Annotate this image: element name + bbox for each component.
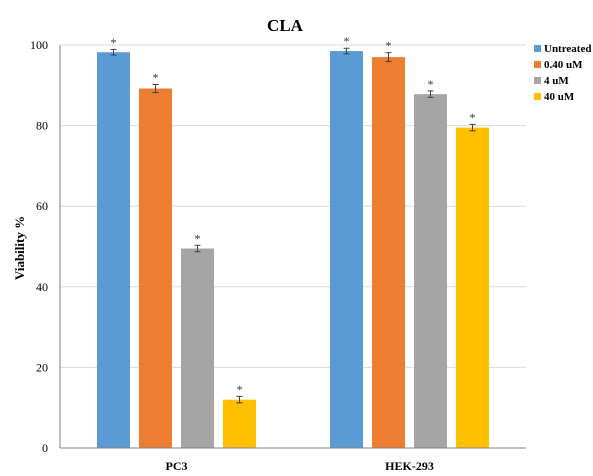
y-axis-title: Viability %	[12, 216, 27, 280]
legend-label: 0.40 uM	[544, 59, 583, 71]
error-bars	[110, 47, 476, 404]
legend-label: 4 uM	[544, 75, 569, 87]
bar	[181, 248, 214, 448]
significance-star: *	[153, 70, 159, 84]
legend: Untreated 0.40 uM 4 uM 40 uM	[534, 43, 591, 103]
y-tick-label: 60	[36, 199, 48, 213]
bar	[414, 94, 447, 448]
significance-star: *	[195, 231, 201, 245]
gridlines	[60, 44, 526, 368]
bar	[372, 57, 405, 449]
chart-title: CLA	[267, 16, 304, 35]
y-tick-label: 0	[42, 441, 48, 455]
legend-swatch	[534, 45, 541, 52]
significance-star: *	[344, 34, 350, 48]
bar	[97, 52, 130, 449]
bar	[139, 88, 172, 449]
y-tick-label: 40	[36, 280, 48, 294]
bar	[456, 127, 489, 449]
significance-star: *	[386, 39, 392, 53]
legend-swatch	[534, 93, 541, 100]
legend-swatch	[534, 61, 541, 68]
x-category-label: PC3	[166, 459, 188, 473]
legend-label: 40 uM	[544, 91, 575, 103]
y-tick-label: 80	[36, 119, 48, 133]
significance-star: *	[111, 35, 117, 49]
x-category-label: HEK-293	[385, 459, 434, 473]
y-tick-label: 20	[36, 360, 48, 374]
significance-star: *	[428, 77, 434, 91]
significance-star: *	[237, 382, 243, 396]
y-tick-label: 100	[30, 38, 48, 52]
bar	[223, 399, 256, 448]
axes: 0 20 40 60 80 100 PC3 HEK-293	[30, 38, 526, 473]
bar	[330, 51, 363, 449]
legend-swatch	[534, 77, 541, 84]
significance-star: *	[470, 110, 476, 124]
bars	[97, 51, 489, 449]
legend-label: Untreated	[544, 43, 591, 55]
significance-markers: * * * * * * * *	[111, 34, 476, 396]
